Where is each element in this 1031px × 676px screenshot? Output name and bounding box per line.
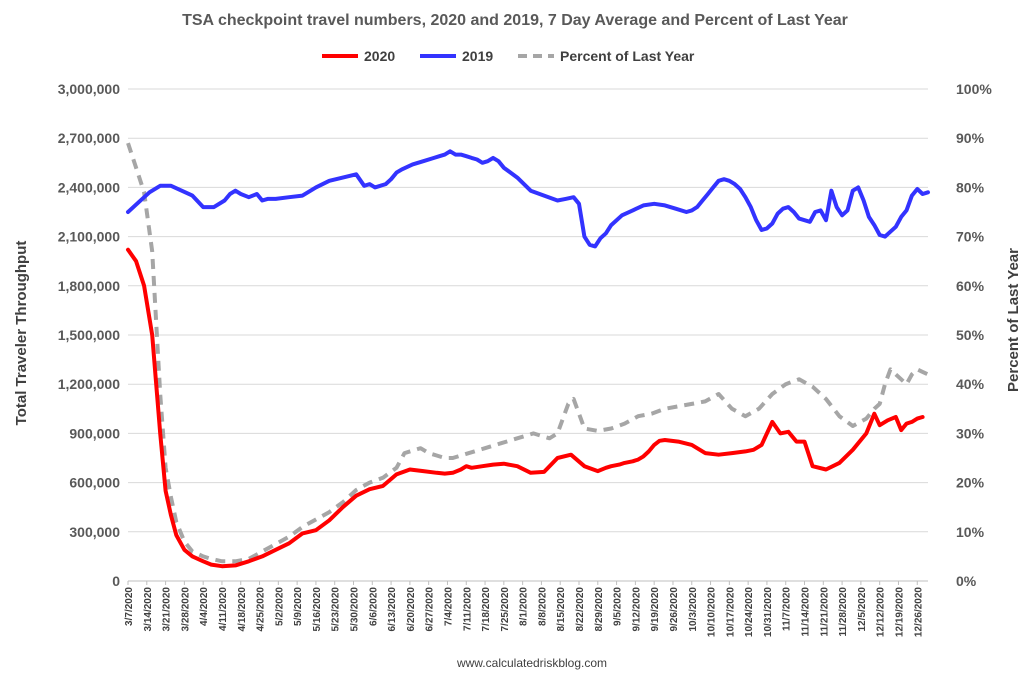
x-tick-label: 5/9/2020: [293, 587, 304, 626]
x-tick-label: 4/11/2020: [218, 587, 229, 631]
x-tick-label: 5/2/2020: [274, 587, 285, 626]
y-tick-label: 2,700,000: [58, 130, 120, 146]
x-tick-label: 9/12/2020: [631, 587, 642, 632]
y-tick-label: 1,500,000: [58, 327, 120, 343]
y-tick-label: 3,000,000: [58, 81, 120, 97]
x-tick-label: 3/28/2020: [180, 587, 191, 632]
y-tick-label: 300,000: [69, 524, 120, 540]
x-tick-label: 12/12/2020: [876, 587, 887, 637]
series-percent-line: [126, 142, 929, 564]
x-tick-label: 11/21/2020: [819, 587, 830, 637]
y2-axis-label: Percent of Last Year: [1005, 248, 1022, 392]
x-tick-label: 11/28/2020: [838, 587, 849, 637]
x-tick-label: 7/11/2020: [462, 587, 473, 631]
x-tick-label: 12/19/2020: [894, 587, 905, 637]
x-tick-label: 10/31/2020: [763, 587, 774, 637]
x-tick-label: 11/14/2020: [801, 587, 812, 637]
x-tick-label: 3/21/2020: [162, 587, 173, 632]
x-tick-label: 5/23/2020: [331, 587, 342, 632]
x-tick-label: 10/17/2020: [725, 587, 736, 637]
x-tick-label: 9/19/2020: [650, 587, 661, 632]
y2-tick-label: 10%: [956, 524, 985, 540]
x-tick-label: 4/18/2020: [237, 587, 248, 632]
y2-tick-label: 20%: [956, 475, 985, 491]
y-tick-label: 1,200,000: [58, 376, 120, 392]
y2-tick-label: 50%: [956, 327, 985, 343]
x-tick-label: 8/15/2020: [556, 587, 567, 632]
x-tick-label: 10/10/2020: [707, 587, 718, 637]
x-tick-label: 8/1/2020: [519, 587, 530, 626]
x-tick-label: 3/14/2020: [143, 587, 154, 632]
x-tick-label: 5/30/2020: [350, 587, 361, 632]
y2-tick-label: 100%: [956, 81, 992, 97]
x-tick-label: 6/27/2020: [425, 587, 436, 632]
y-axis-left: 0 300,000 600,000 900,000 1,200,000 1,500,000…: [58, 81, 121, 589]
y2-tick-label: 80%: [956, 179, 985, 195]
x-tick-label: 8/29/2020: [594, 587, 605, 632]
legend-label-2019: 2019: [462, 48, 493, 64]
x-tick-label: 12/5/2020: [857, 587, 868, 632]
series-lines: [126, 142, 930, 569]
x-tick-label: 7/4/2020: [443, 587, 454, 626]
y2-tick-label: 90%: [956, 130, 985, 146]
y2-tick-label: 60%: [956, 278, 985, 294]
y-tick-label: 2,100,000: [58, 229, 120, 245]
x-tick-label: 12/26/2020: [913, 587, 924, 637]
y-tick-label: 2,400,000: [58, 179, 120, 195]
legend-label-2020: 2020: [364, 48, 395, 64]
x-tick-label: 11/7/2020: [782, 587, 793, 631]
x-axis: 3/7/2020 3/14/2020 3/21/2020 3/28/2020 4/4/2…: [124, 581, 924, 637]
legend-label-percent: Percent of Last Year: [560, 48, 695, 64]
x-tick-label: 10/3/2020: [688, 587, 699, 632]
legend: 2020 2019 Percent of Last Year: [322, 48, 695, 64]
footer-source: www.calculatedriskblog.com: [456, 656, 607, 670]
x-tick-label: 7/25/2020: [500, 587, 511, 632]
y-tick-label: 0: [112, 573, 120, 589]
series-2019-line: [126, 149, 930, 249]
y2-tick-label: 40%: [956, 376, 985, 392]
y-tick-label: 900,000: [69, 425, 120, 441]
y-tick-label: 1,800,000: [58, 278, 120, 294]
x-tick-label: 9/26/2020: [669, 587, 680, 632]
gridlines: [128, 88, 928, 582]
y-axis-label: Total Traveler Throughput: [13, 241, 30, 426]
series-2020-line: [126, 247, 925, 569]
x-tick-label: 4/25/2020: [256, 587, 267, 632]
x-tick-label: 7/18/2020: [481, 587, 492, 632]
x-tick-label: 8/22/2020: [575, 587, 586, 632]
x-tick-label: 6/13/2020: [387, 587, 398, 632]
y-axis-right: 0% 10% 20% 30% 40% 50% 60% 70% 80% 90% 100%: [956, 81, 992, 589]
x-tick-label: 6/6/2020: [368, 587, 379, 626]
x-tick-label: 6/20/2020: [406, 587, 417, 632]
x-tick-label: 9/5/2020: [613, 587, 624, 626]
y2-tick-label: 70%: [956, 229, 985, 245]
y-tick-label: 600,000: [69, 475, 120, 491]
chart-title: TSA checkpoint travel numbers, 2020 and …: [182, 12, 848, 29]
x-tick-label: 3/7/2020: [124, 587, 135, 626]
y2-tick-label: 30%: [956, 425, 985, 441]
y2-tick-label: 0%: [956, 573, 977, 589]
x-tick-label: 10/24/2020: [744, 587, 755, 637]
x-tick-label: 4/4/2020: [199, 587, 210, 626]
x-tick-label: 8/8/2020: [537, 587, 548, 626]
x-tick-label: 5/16/2020: [312, 587, 323, 632]
